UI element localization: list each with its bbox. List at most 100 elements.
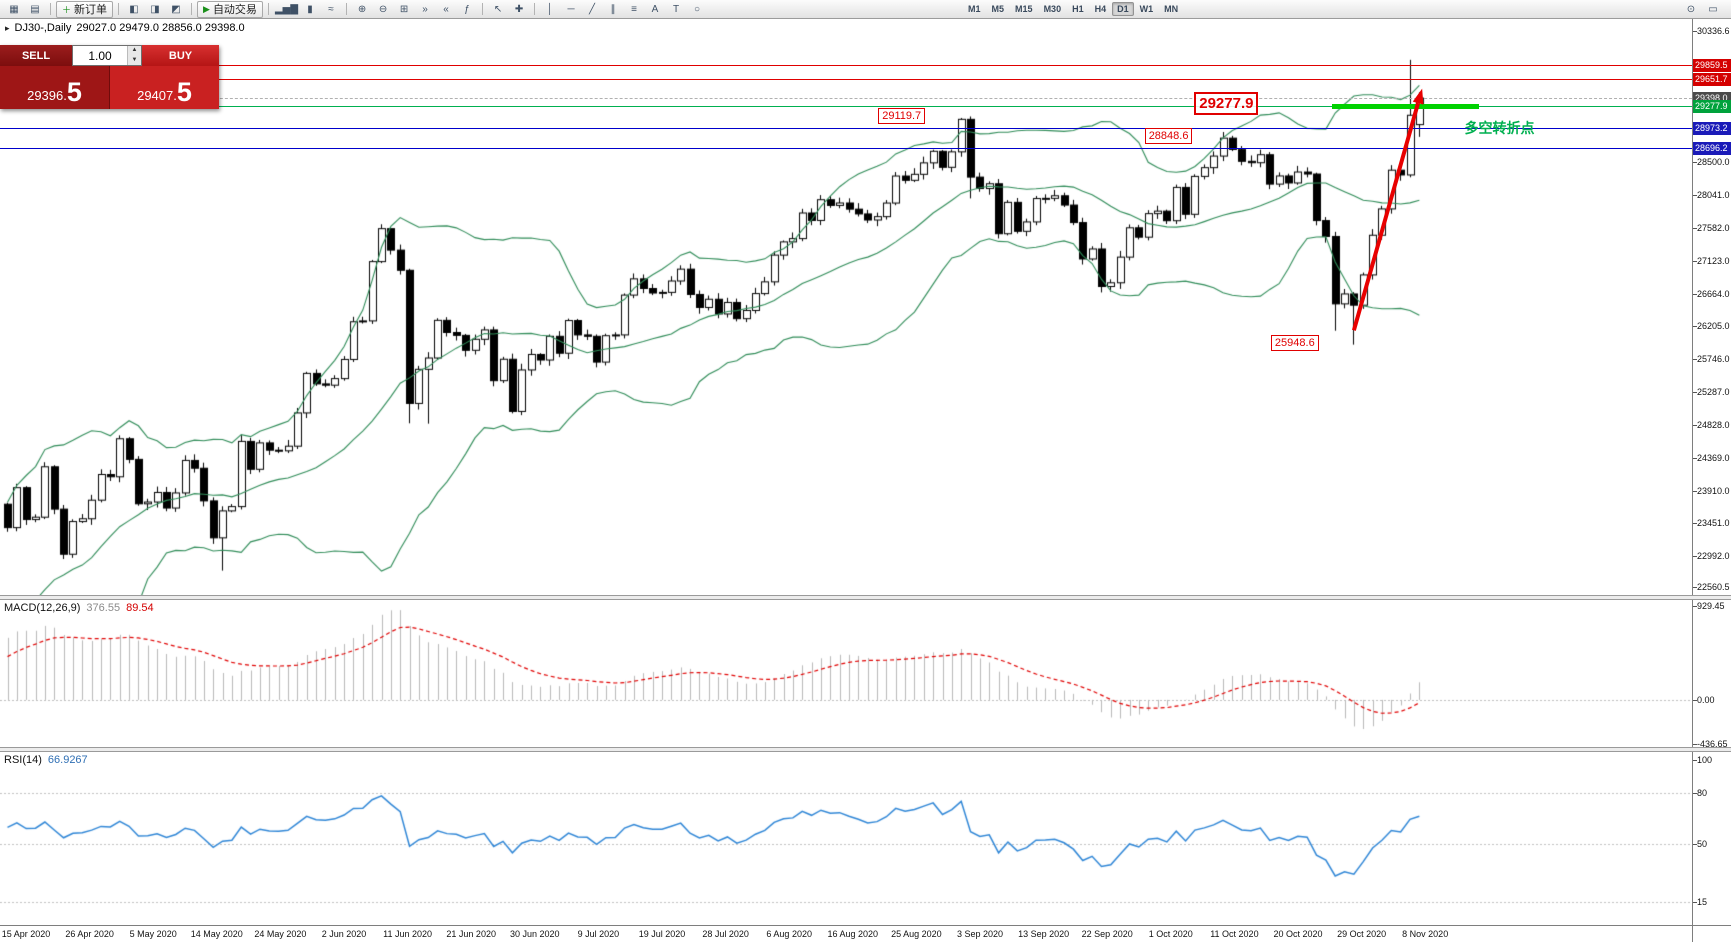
cursor-icon[interactable]: ↖: [488, 1, 508, 18]
macd-label: MACD(12,26,9) 376.55 89.54: [4, 602, 154, 614]
vertical-line-icon[interactable]: │: [540, 1, 560, 18]
rsi-axis[interactable]: 100 80 50 15: [1692, 752, 1731, 925]
chart-ohlc-values: 29027.0 29479.0 28856.0 29398.0: [76, 22, 245, 34]
navigator-icon[interactable]: ◩: [166, 1, 186, 18]
timeframe-h4[interactable]: H4: [1094, 4, 1107, 14]
auto-scroll-icon[interactable]: »: [415, 1, 435, 18]
indicators-icon[interactable]: ƒ: [457, 1, 477, 18]
search-icon[interactable]: ⊙: [1686, 3, 1696, 15]
volume-input[interactable]: [73, 46, 127, 65]
buy-button[interactable]: BUY: [142, 45, 219, 66]
date-label: 21 Jun 2020: [446, 929, 496, 939]
chart-menu-icon[interactable]: ▸: [5, 22, 10, 33]
new-chart-icon[interactable]: ▦: [4, 1, 24, 18]
panel-toggle-icon[interactable]: ▭: [1708, 3, 1718, 15]
rsi-canvas[interactable]: [0, 752, 1692, 925]
zoom-out-icon-glyph: ⊖: [378, 3, 388, 15]
price-tick: 25287.0: [1697, 387, 1730, 398]
pivot-line-green[interactable]: [0, 106, 1692, 108]
resistance-line-2[interactable]: [0, 79, 1692, 81]
panel-separator-1[interactable]: [0, 595, 1731, 600]
buy-price-display[interactable]: 29407. 5: [110, 66, 219, 109]
date-label: 22 Sep 2020: [1081, 929, 1133, 939]
price-tick-mark: [1693, 490, 1697, 492]
fibonacci-icon[interactable]: ≡: [624, 1, 644, 18]
shapes-icon[interactable]: ○: [687, 1, 707, 18]
volume-down-icon[interactable]: ▼: [128, 55, 141, 65]
market-watch-icon[interactable]: ◧: [124, 1, 144, 18]
timeframe-m1[interactable]: M1: [968, 4, 981, 14]
sell-button[interactable]: SELL: [0, 45, 72, 66]
panel-separator-2[interactable]: [0, 747, 1731, 752]
volume-up-icon[interactable]: ▲: [128, 46, 141, 56]
zoom-in-icon-glyph: ⊕: [357, 3, 367, 15]
date-label: 11 Oct 2020: [1210, 929, 1259, 939]
volume-spinner: ▲ ▼: [127, 46, 141, 65]
label-icon[interactable]: T: [666, 1, 686, 18]
crosshair-icon[interactable]: ✚: [509, 1, 529, 18]
time-axis[interactable]: 15 Apr 2020 26 Apr 2020 5 May 2020 14 May 2…: [0, 925, 1692, 942]
trendline-icon[interactable]: ╱: [582, 1, 602, 18]
timeframe-d1[interactable]: D1: [1112, 2, 1134, 16]
new-chart-icon-glyph: ▦: [9, 3, 19, 15]
zoom-out-icon[interactable]: ⊖: [373, 1, 393, 18]
timeframe-m5[interactable]: M5: [991, 4, 1005, 14]
label-29277[interactable]: 29277.9: [1194, 91, 1259, 115]
crosshair-icon-glyph: ✚: [514, 3, 524, 15]
chart-symbol-period: DJ30-,Daily: [14, 22, 72, 34]
timeframe-mn[interactable]: MN: [1164, 4, 1179, 14]
date-label: 15 Apr 2020: [1, 929, 51, 939]
price-axis[interactable]: 30336.6 28500.0 28041.0 27582.0 27123.0 26664…: [1692, 19, 1731, 595]
bid-line[interactable]: [0, 97, 1692, 99]
candlestick-icon[interactable]: ▮: [300, 1, 320, 18]
label-29119[interactable]: 29119.7: [878, 107, 926, 124]
rsi-tick-mark: [1693, 902, 1697, 903]
profiles-icon[interactable]: ▤: [25, 1, 45, 18]
timeframe-m30[interactable]: M30: [1043, 4, 1062, 14]
price-tick-mark: [1693, 326, 1697, 328]
timeframe-h1[interactable]: H1: [1072, 4, 1084, 14]
price-tick-mark: [1693, 359, 1697, 361]
auto-trading-button[interactable]: ▶ 自动交易: [197, 0, 263, 18]
resistance-line-1[interactable]: [0, 64, 1692, 66]
price-tick-mark: [1693, 293, 1697, 295]
data-window-icon[interactable]: ◨: [145, 1, 165, 18]
rsi-tick: 50: [1697, 838, 1708, 849]
label-25948[interactable]: 25948.6: [1270, 334, 1319, 351]
line-chart-icon[interactable]: ≈: [321, 1, 341, 18]
text-icon[interactable]: A: [645, 1, 665, 18]
support-segment[interactable]: [1331, 104, 1479, 110]
tile-windows-icon[interactable]: ⊞: [394, 1, 414, 18]
date-label: 14 May 2020: [190, 929, 243, 939]
price-badge: 29859.5: [1693, 58, 1731, 72]
macd-tick: -436.65: [1697, 739, 1728, 747]
macd-canvas[interactable]: [0, 600, 1692, 747]
price-badge: 29277.9: [1693, 100, 1731, 114]
macd-axis[interactable]: 929.45 0.00 -436.65: [1692, 600, 1731, 747]
macd-tick: 0.00: [1697, 694, 1715, 705]
trendline-icon-glyph: ╱: [589, 3, 596, 15]
date-label: 26 Apr 2020: [65, 929, 114, 939]
zoom-in-icon[interactable]: ⊕: [352, 1, 372, 18]
horizontal-line-icon[interactable]: ─: [561, 1, 581, 18]
new-order-button[interactable]: ＋新订单: [56, 0, 114, 18]
timeframe-m15[interactable]: M15: [1015, 4, 1033, 14]
bar-chart-icon[interactable]: ▂▅▇: [274, 1, 299, 18]
timeframe-w1[interactable]: W1: [1139, 4, 1154, 14]
rsi-tick-mark: [1693, 793, 1697, 795]
support-line-2[interactable]: [0, 147, 1692, 149]
indicators-icon-glyph: ƒ: [464, 3, 470, 15]
date-label: 9 Jul 2020: [577, 929, 620, 939]
support-line-1[interactable]: [0, 127, 1692, 129]
label-28848[interactable]: 28848.6: [1144, 127, 1193, 144]
channel-icon[interactable]: ∥: [603, 1, 623, 18]
note-turning-point[interactable]: 多空转折点: [1464, 120, 1535, 137]
price-tick: 27123.0: [1697, 255, 1730, 266]
chart-shift-icon[interactable]: «: [436, 1, 456, 18]
toolbar-separator: [50, 3, 51, 15]
profiles-icon-glyph: ▤: [30, 3, 40, 15]
price-tick: 22560.5: [1697, 582, 1730, 593]
sell-price-display[interactable]: 29396. 5: [0, 66, 110, 109]
price-tick: 27582.0: [1697, 222, 1730, 233]
rsi-tick: 100: [1697, 755, 1713, 765]
